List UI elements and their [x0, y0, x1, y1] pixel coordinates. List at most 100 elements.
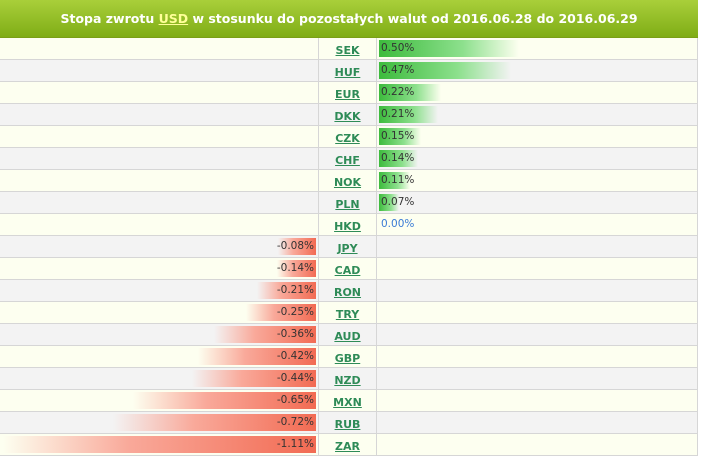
- positive-bar: [379, 40, 519, 57]
- currency-link[interactable]: MXN: [333, 396, 362, 409]
- positive-cell: [377, 302, 697, 323]
- negative-bar: [246, 304, 316, 321]
- value-label: 0.07%: [381, 196, 415, 208]
- currency-cell: DKK: [319, 104, 377, 125]
- value-label: -0.25%: [276, 306, 314, 318]
- currency-link[interactable]: CAD: [334, 264, 361, 277]
- positive-cell: [377, 236, 697, 257]
- table-row: -1.11% ZAR: [0, 434, 698, 456]
- positive-cell: [377, 390, 697, 411]
- positive-cell: 0.22%: [377, 82, 697, 103]
- table-row: NOK 0.11%: [0, 170, 698, 192]
- negative-cell: -0.25%: [0, 302, 319, 323]
- currency-link[interactable]: HKD: [334, 220, 361, 233]
- negative-bar: [113, 414, 316, 431]
- currency-cell: AUD: [319, 324, 377, 345]
- table-row: HKD 0.00%: [0, 214, 698, 236]
- table-row: EUR 0.22%: [0, 82, 698, 104]
- currency-cell: HUF: [319, 60, 377, 81]
- value-label: 0.15%: [381, 130, 415, 142]
- positive-cell: 0.00%: [377, 214, 697, 235]
- value-label: -1.11%: [276, 438, 314, 450]
- table-row: -0.72% RUB: [0, 412, 698, 434]
- currency-link[interactable]: HUF: [334, 66, 361, 79]
- negative-cell: [0, 148, 319, 169]
- currency-link[interactable]: NOK: [333, 176, 362, 189]
- currency-link[interactable]: NZD: [334, 374, 361, 387]
- currency-link[interactable]: CZK: [335, 132, 360, 145]
- table-row: SEK 0.50%: [0, 38, 698, 60]
- value-label: 0.47%: [381, 64, 415, 76]
- currency-link[interactable]: PLN: [335, 198, 360, 211]
- table-row: PLN 0.07%: [0, 192, 698, 214]
- positive-cell: 0.14%: [377, 148, 697, 169]
- currency-link[interactable]: DKK: [334, 110, 361, 123]
- table-row: -0.21% RON: [0, 280, 698, 302]
- table-row: -0.44% NZD: [0, 368, 698, 390]
- negative-cell: [0, 38, 319, 59]
- positive-bar: [379, 150, 418, 167]
- currency-cell: ZAR: [319, 434, 377, 455]
- currency-link[interactable]: JPY: [337, 242, 358, 255]
- currency-link[interactable]: ZAR: [335, 440, 360, 453]
- value-label: 0.11%: [381, 174, 415, 186]
- positive-cell: 0.21%: [377, 104, 697, 125]
- table-row: -0.14% CAD: [0, 258, 698, 280]
- positive-bar: [379, 194, 399, 211]
- base-currency-link[interactable]: USD: [158, 11, 189, 26]
- positive-cell: 0.15%: [377, 126, 697, 147]
- table-row: -0.25% TRY: [0, 302, 698, 324]
- positive-cell: 0.47%: [377, 60, 697, 81]
- positive-cell: [377, 280, 697, 301]
- currency-cell: TRY: [319, 302, 377, 323]
- value-label: -0.36%: [276, 328, 314, 340]
- positive-cell: 0.07%: [377, 192, 697, 213]
- negative-cell: -0.14%: [0, 258, 319, 279]
- positive-cell: 0.50%: [377, 38, 697, 59]
- positive-cell: [377, 258, 697, 279]
- negative-cell: [0, 60, 319, 81]
- negative-cell: [0, 192, 319, 213]
- currency-link[interactable]: GBP: [334, 352, 361, 365]
- positive-bar: [379, 84, 441, 101]
- value-label: -0.08%: [276, 240, 314, 252]
- negative-cell: -0.08%: [0, 236, 319, 257]
- negative-cell: -0.42%: [0, 346, 319, 367]
- table-row: HUF 0.47%: [0, 60, 698, 82]
- currency-cell: SEK: [319, 38, 377, 59]
- title-prefix: Stopa zwrotu: [60, 11, 155, 26]
- currency-link[interactable]: RUB: [334, 418, 361, 431]
- negative-bar: [133, 392, 316, 409]
- negative-cell: [0, 214, 319, 235]
- positive-bar: [379, 172, 410, 189]
- table-row: CHF 0.14%: [0, 148, 698, 170]
- currency-link[interactable]: TRY: [335, 308, 360, 321]
- negative-bar: [3, 436, 316, 453]
- value-label: 0.21%: [381, 108, 415, 120]
- value-label: 0.14%: [381, 152, 415, 164]
- negative-cell: [0, 104, 319, 125]
- positive-cell: [377, 324, 697, 345]
- negative-cell: -0.21%: [0, 280, 319, 301]
- negative-bar: [198, 348, 316, 365]
- positive-bar: [379, 106, 438, 123]
- currency-link[interactable]: CHF: [335, 154, 360, 167]
- value-label: 0.00%: [381, 218, 415, 230]
- table-row: -0.42% GBP: [0, 346, 698, 368]
- currency-link[interactable]: EUR: [335, 88, 360, 101]
- negative-bar: [257, 282, 316, 299]
- table-row: CZK 0.15%: [0, 126, 698, 148]
- currency-link[interactable]: RON: [333, 286, 362, 299]
- currency-cell: RUB: [319, 412, 377, 433]
- currency-cell: GBP: [319, 346, 377, 367]
- currency-link[interactable]: SEK: [335, 44, 360, 57]
- currency-cell: CHF: [319, 148, 377, 169]
- value-label: 0.50%: [381, 42, 415, 54]
- title-suffix: w stosunku do pozostałych walut od 2016.…: [192, 11, 638, 26]
- value-label: -0.65%: [276, 394, 314, 406]
- currency-cell: HKD: [319, 214, 377, 235]
- table-row: -0.65% MXN: [0, 390, 698, 412]
- currency-cell: RON: [319, 280, 377, 301]
- currency-link[interactable]: AUD: [334, 330, 361, 343]
- currency-cell: CAD: [319, 258, 377, 279]
